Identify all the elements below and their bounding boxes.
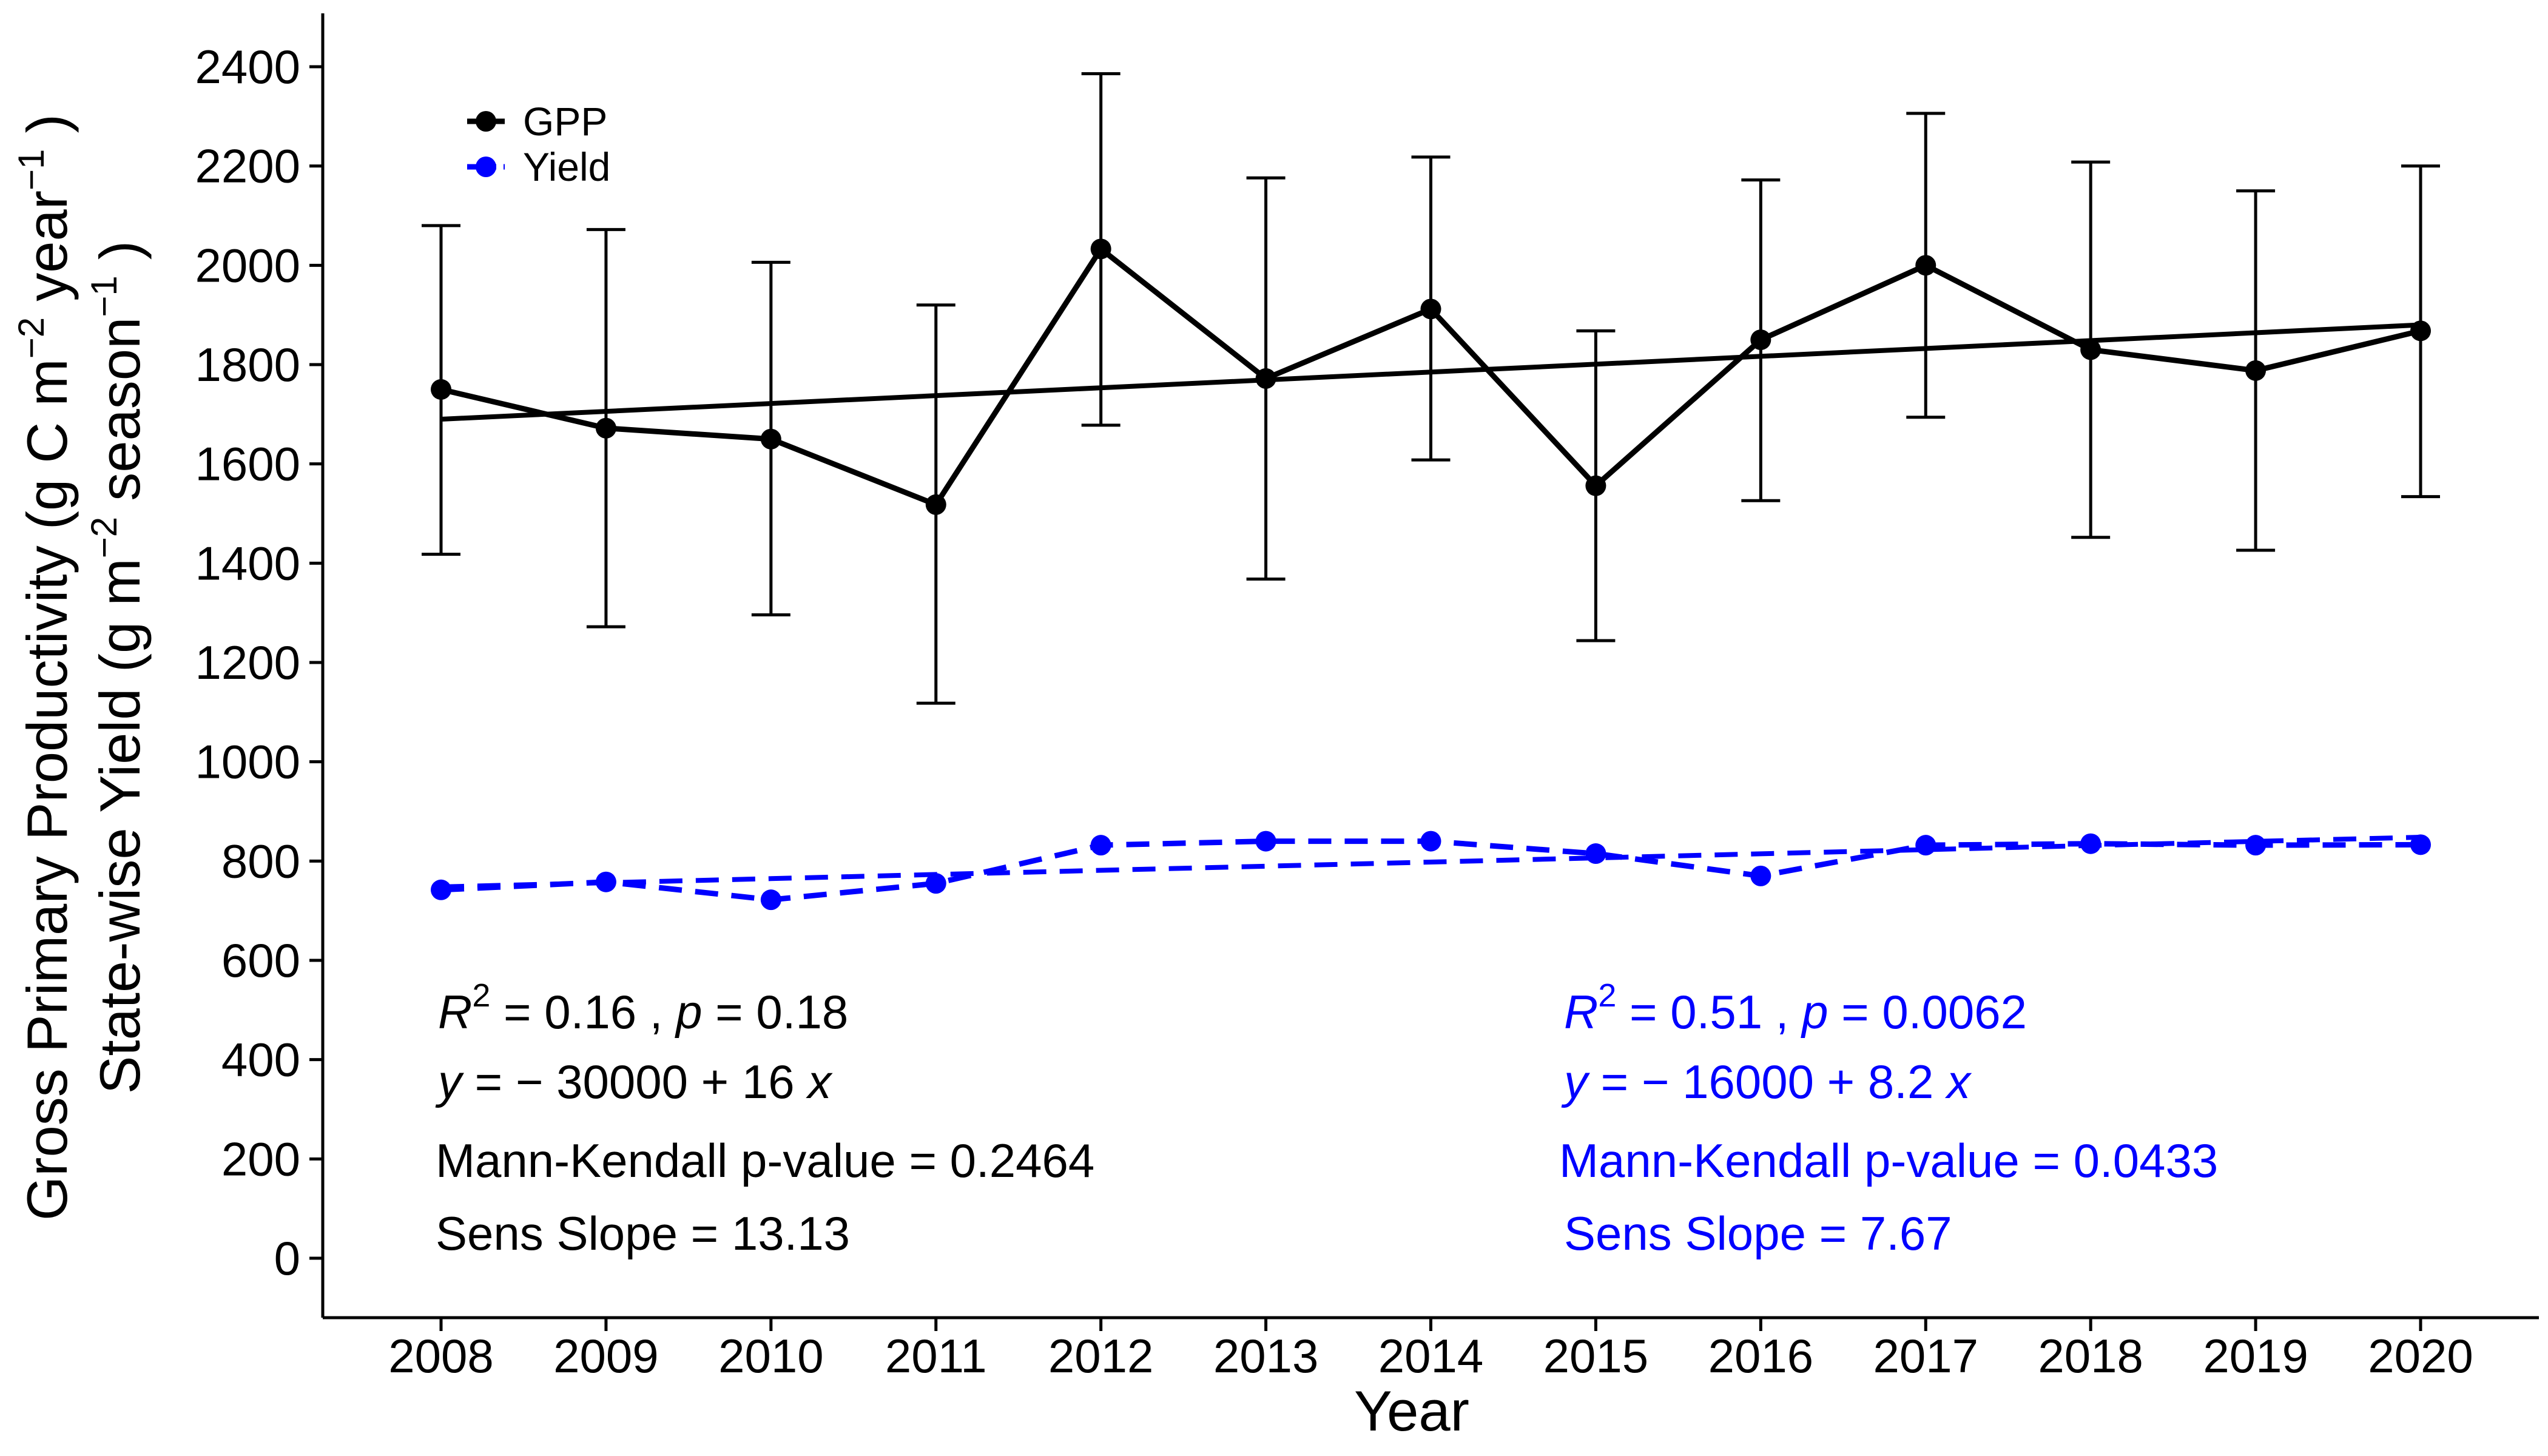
yield-point — [1585, 843, 1606, 864]
x-tick-label: 2018 — [2038, 1329, 2143, 1383]
gpp-point — [1750, 329, 1771, 351]
x-tick-label: 2013 — [1213, 1329, 1319, 1383]
gpp-sens-slope-text: Sens Slope = 13.13 — [436, 1207, 850, 1260]
gpp-point — [431, 379, 451, 400]
x-tick-label: 2016 — [1708, 1329, 1814, 1383]
y-tick-label: 1800 — [195, 338, 300, 391]
gpp-point — [595, 417, 616, 439]
gpp-error-bars — [422, 72, 2440, 705]
gpp-equation-text: y = − 30000 + 16 x — [435, 1055, 833, 1108]
y-axis-title-yield: State-wise Yield (g m−2 season−1 ) — [84, 241, 152, 1094]
gpp-point — [1090, 238, 1111, 260]
y-axis-title-yield-group: State-wise Yield (g m−2 season−1 ) — [84, 241, 152, 1094]
gpp-stats-annotation: R2 = 0.16 , p = 0.18 y = − 30000 + 16 x … — [435, 977, 1094, 1260]
y-ticks: 0 200 400 600 800 1000 1200 1400 1600 1800 2000 220… — [195, 40, 323, 1285]
yield-point — [925, 873, 946, 894]
yield-sens-slope-text: Sens Slope = 7.67 — [1564, 1207, 1952, 1260]
legend-gpp-label: GPP — [523, 99, 607, 144]
y-tick-label: 1600 — [195, 437, 300, 491]
y-tick-label: 2000 — [195, 238, 300, 292]
y-tick-label: 1200 — [195, 636, 300, 689]
legend: GPP Yield — [467, 99, 610, 189]
gpp-point — [1915, 255, 1936, 276]
y-tick-label: 2400 — [195, 40, 300, 93]
gpp-mann-kendall-text: Mann-Kendall p-value = 0.2464 — [436, 1134, 1094, 1187]
gpp-point — [2245, 360, 2267, 381]
yield-point — [2080, 833, 2101, 854]
yield-point — [2410, 834, 2431, 855]
yield-point — [1915, 835, 1936, 856]
yield-point — [1750, 865, 1771, 886]
x-tick-label: 2014 — [1378, 1329, 1484, 1383]
legend-yield-marker — [476, 157, 496, 177]
yield-point — [1090, 835, 1111, 856]
gpp-point — [760, 428, 781, 450]
gpp-point — [1255, 368, 1276, 389]
yield-point — [595, 871, 616, 892]
x-tick-label: 2020 — [2368, 1329, 2473, 1383]
x-tick-label: 2017 — [1873, 1329, 1978, 1383]
x-tick-label: 2015 — [1543, 1329, 1649, 1383]
x-ticks: 2008 2009 2010 2011 2012 2013 2014 2015 2016 2017… — [388, 1318, 2473, 1383]
gpp-point — [2080, 339, 2101, 360]
legend-yield-label: Yield — [523, 144, 610, 189]
x-tick-label: 2011 — [885, 1329, 987, 1383]
gpp-point — [1585, 475, 1606, 496]
x-tick-label: 2010 — [718, 1329, 824, 1383]
y-axis-title-gpp: Gross Primary Productivity (g C m−2 year… — [11, 114, 79, 1221]
yield-point — [1420, 831, 1441, 852]
gpp-point — [1420, 298, 1441, 320]
x-tick-label: 2012 — [1048, 1329, 1154, 1383]
yield-point — [2245, 835, 2267, 856]
y-axis-title-gpp-group: Gross Primary Productivity (g C m−2 year… — [11, 114, 79, 1221]
y-tick-label: 1000 — [195, 735, 300, 789]
yield-point — [760, 889, 781, 911]
yield-equation-text: y = − 16000 + 8.2 x — [1561, 1055, 1972, 1108]
x-tick-label: 2008 — [388, 1329, 494, 1383]
yield-point — [431, 879, 451, 900]
y-tick-label: 400 — [221, 1033, 300, 1087]
y-tick-label: 200 — [221, 1132, 300, 1185]
y-tick-label: 800 — [221, 834, 300, 888]
y-tick-label: 2200 — [195, 140, 300, 193]
yield-mann-kendall-text: Mann-Kendall p-value = 0.0433 — [1559, 1134, 2218, 1187]
legend-gpp-marker — [476, 111, 496, 132]
gpp-point — [2410, 320, 2431, 342]
x-tick-label: 2009 — [553, 1329, 659, 1383]
x-axis-title: Year — [1354, 1379, 1469, 1443]
y-tick-label: 1400 — [195, 536, 300, 590]
yield-stats-annotation: R2 = 0.51 , p = 0.0062 y = − 16000 + 8.2… — [1559, 977, 2218, 1260]
yield-r2-text: R2 = 0.51 , p = 0.0062 — [1564, 977, 2027, 1039]
gpp-point — [925, 494, 946, 515]
gpp-r2-text: R2 = 0.16 , p = 0.18 — [438, 977, 848, 1039]
yield-point — [1255, 831, 1276, 852]
x-tick-label: 2019 — [2203, 1329, 2308, 1383]
series-points — [431, 238, 2431, 911]
y-tick-label: 0 — [274, 1232, 300, 1285]
y-tick-label: 600 — [221, 934, 300, 987]
